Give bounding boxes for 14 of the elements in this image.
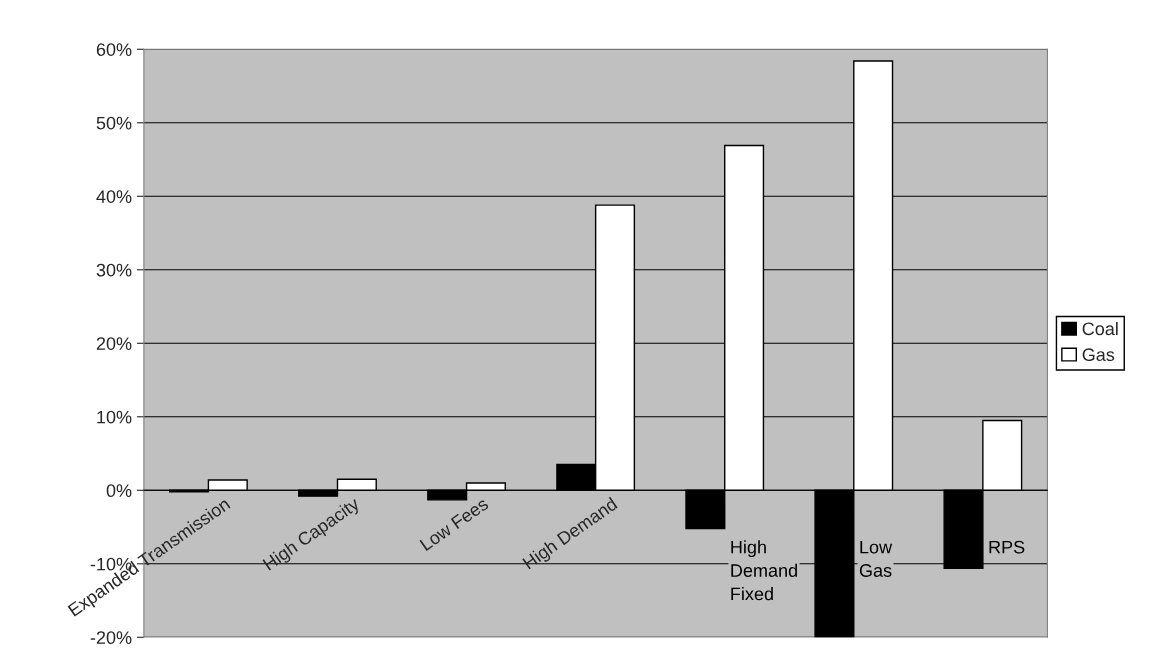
y-tick-label: 30% [96,263,132,277]
x-tick-label: RPS [989,540,1025,554]
x-tick-label: Low Fees [419,497,490,552]
x-tick-label: High Demand Fixed [731,540,797,601]
y-tick-label: 40% [96,190,132,203]
y-tick-label: 50% [96,116,132,130]
y-tick-label: 0% [106,484,132,498]
y-tick-label: 60% [96,43,132,56]
y-tick-label: 10% [97,410,132,424]
y-tick-label: -20% [90,631,132,645]
legend-label: Coal [1082,321,1118,336]
y-tick-label: 20% [96,337,132,350]
x-tick-label: Low Gas [859,540,893,577]
legend-label: Gas [1082,348,1115,362]
